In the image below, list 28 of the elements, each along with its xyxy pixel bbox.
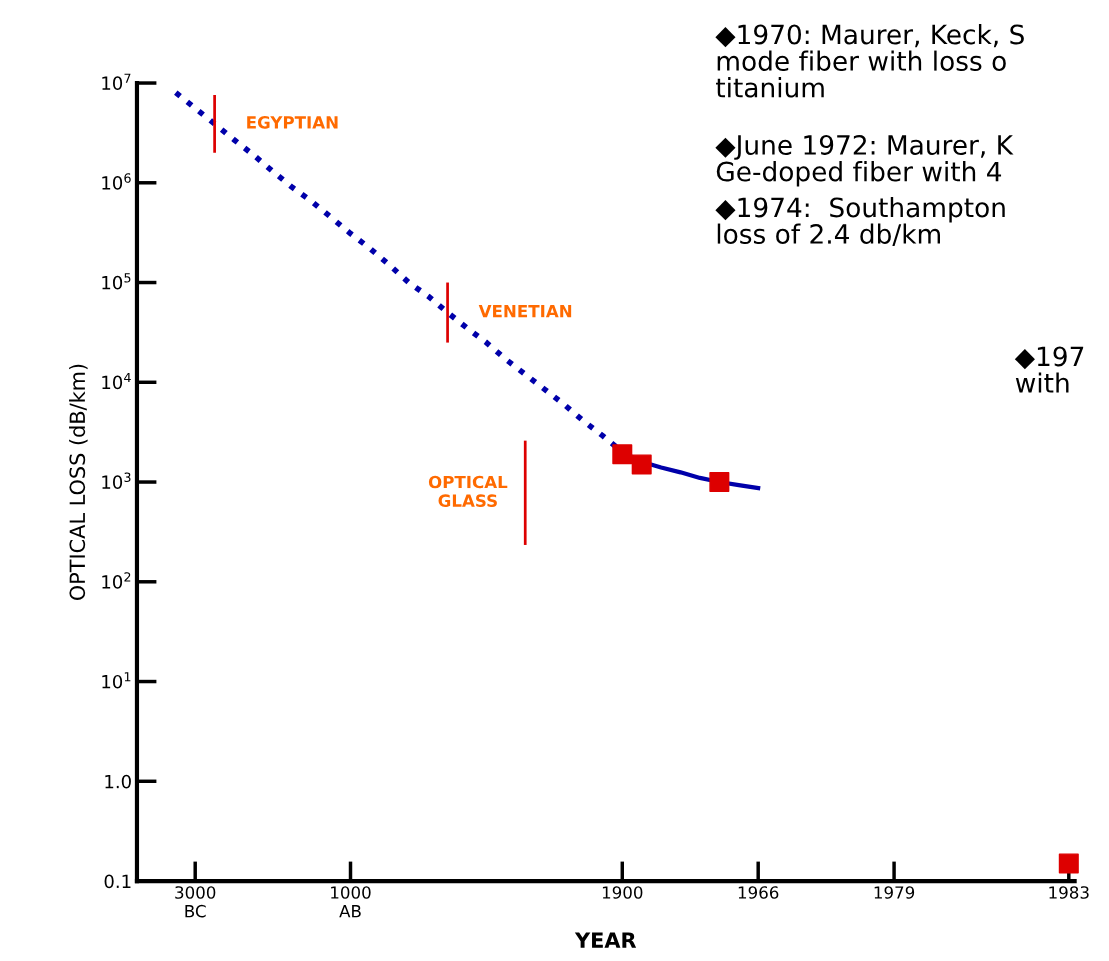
y-tick-label: 10$^{4}$	[102, 372, 131, 390]
y-tick-label: 0.1	[104, 874, 131, 889]
x-tick-label: 1966	[738, 886, 779, 899]
point	[1058, 853, 1079, 874]
series-label: VENETIAN	[478, 305, 572, 318]
x-tick-label: 3000 BC	[175, 886, 216, 918]
x-tick-label: 1900	[602, 886, 643, 899]
series-label: EGYPTIAN	[247, 116, 338, 129]
y-tick-label: 10$^{1}$	[102, 672, 131, 689]
y-tick-label: 10$^{3}$	[102, 472, 131, 490]
series-label: OPTICAL GLASS	[428, 475, 508, 507]
x-tick-label: 1983	[1049, 886, 1089, 899]
y-tick-label: 10$^{7}$	[102, 73, 131, 91]
annotation: ◆197 with	[1014, 346, 1084, 393]
point	[631, 454, 652, 475]
y-tick-label: 10$^{6}$	[102, 173, 131, 190]
y-tick-label: 10$^{2}$	[102, 572, 131, 589]
y-tick-label: 10$^{5}$	[102, 273, 131, 290]
y-axis-title: OPTICAL LOSS (dB/km)	[69, 364, 88, 601]
x-axis-title: YEAR	[574, 932, 637, 948]
y-tick-label: 1.0	[105, 774, 131, 789]
point	[709, 472, 730, 493]
point	[612, 444, 633, 465]
annotation: ◆June 1972: Maurer, K Ge-doped fiber with 4	[715, 135, 1014, 187]
x-tick-label: 1979	[874, 886, 915, 899]
annotation: ◆1974: Southampton loss of 2.4 db/km	[715, 197, 1005, 247]
x-tick-label: 1000 AB	[331, 886, 371, 918]
annotation: ◆1970: Maurer, Keck, S mode fiber with loss o titanium	[715, 24, 1024, 98]
